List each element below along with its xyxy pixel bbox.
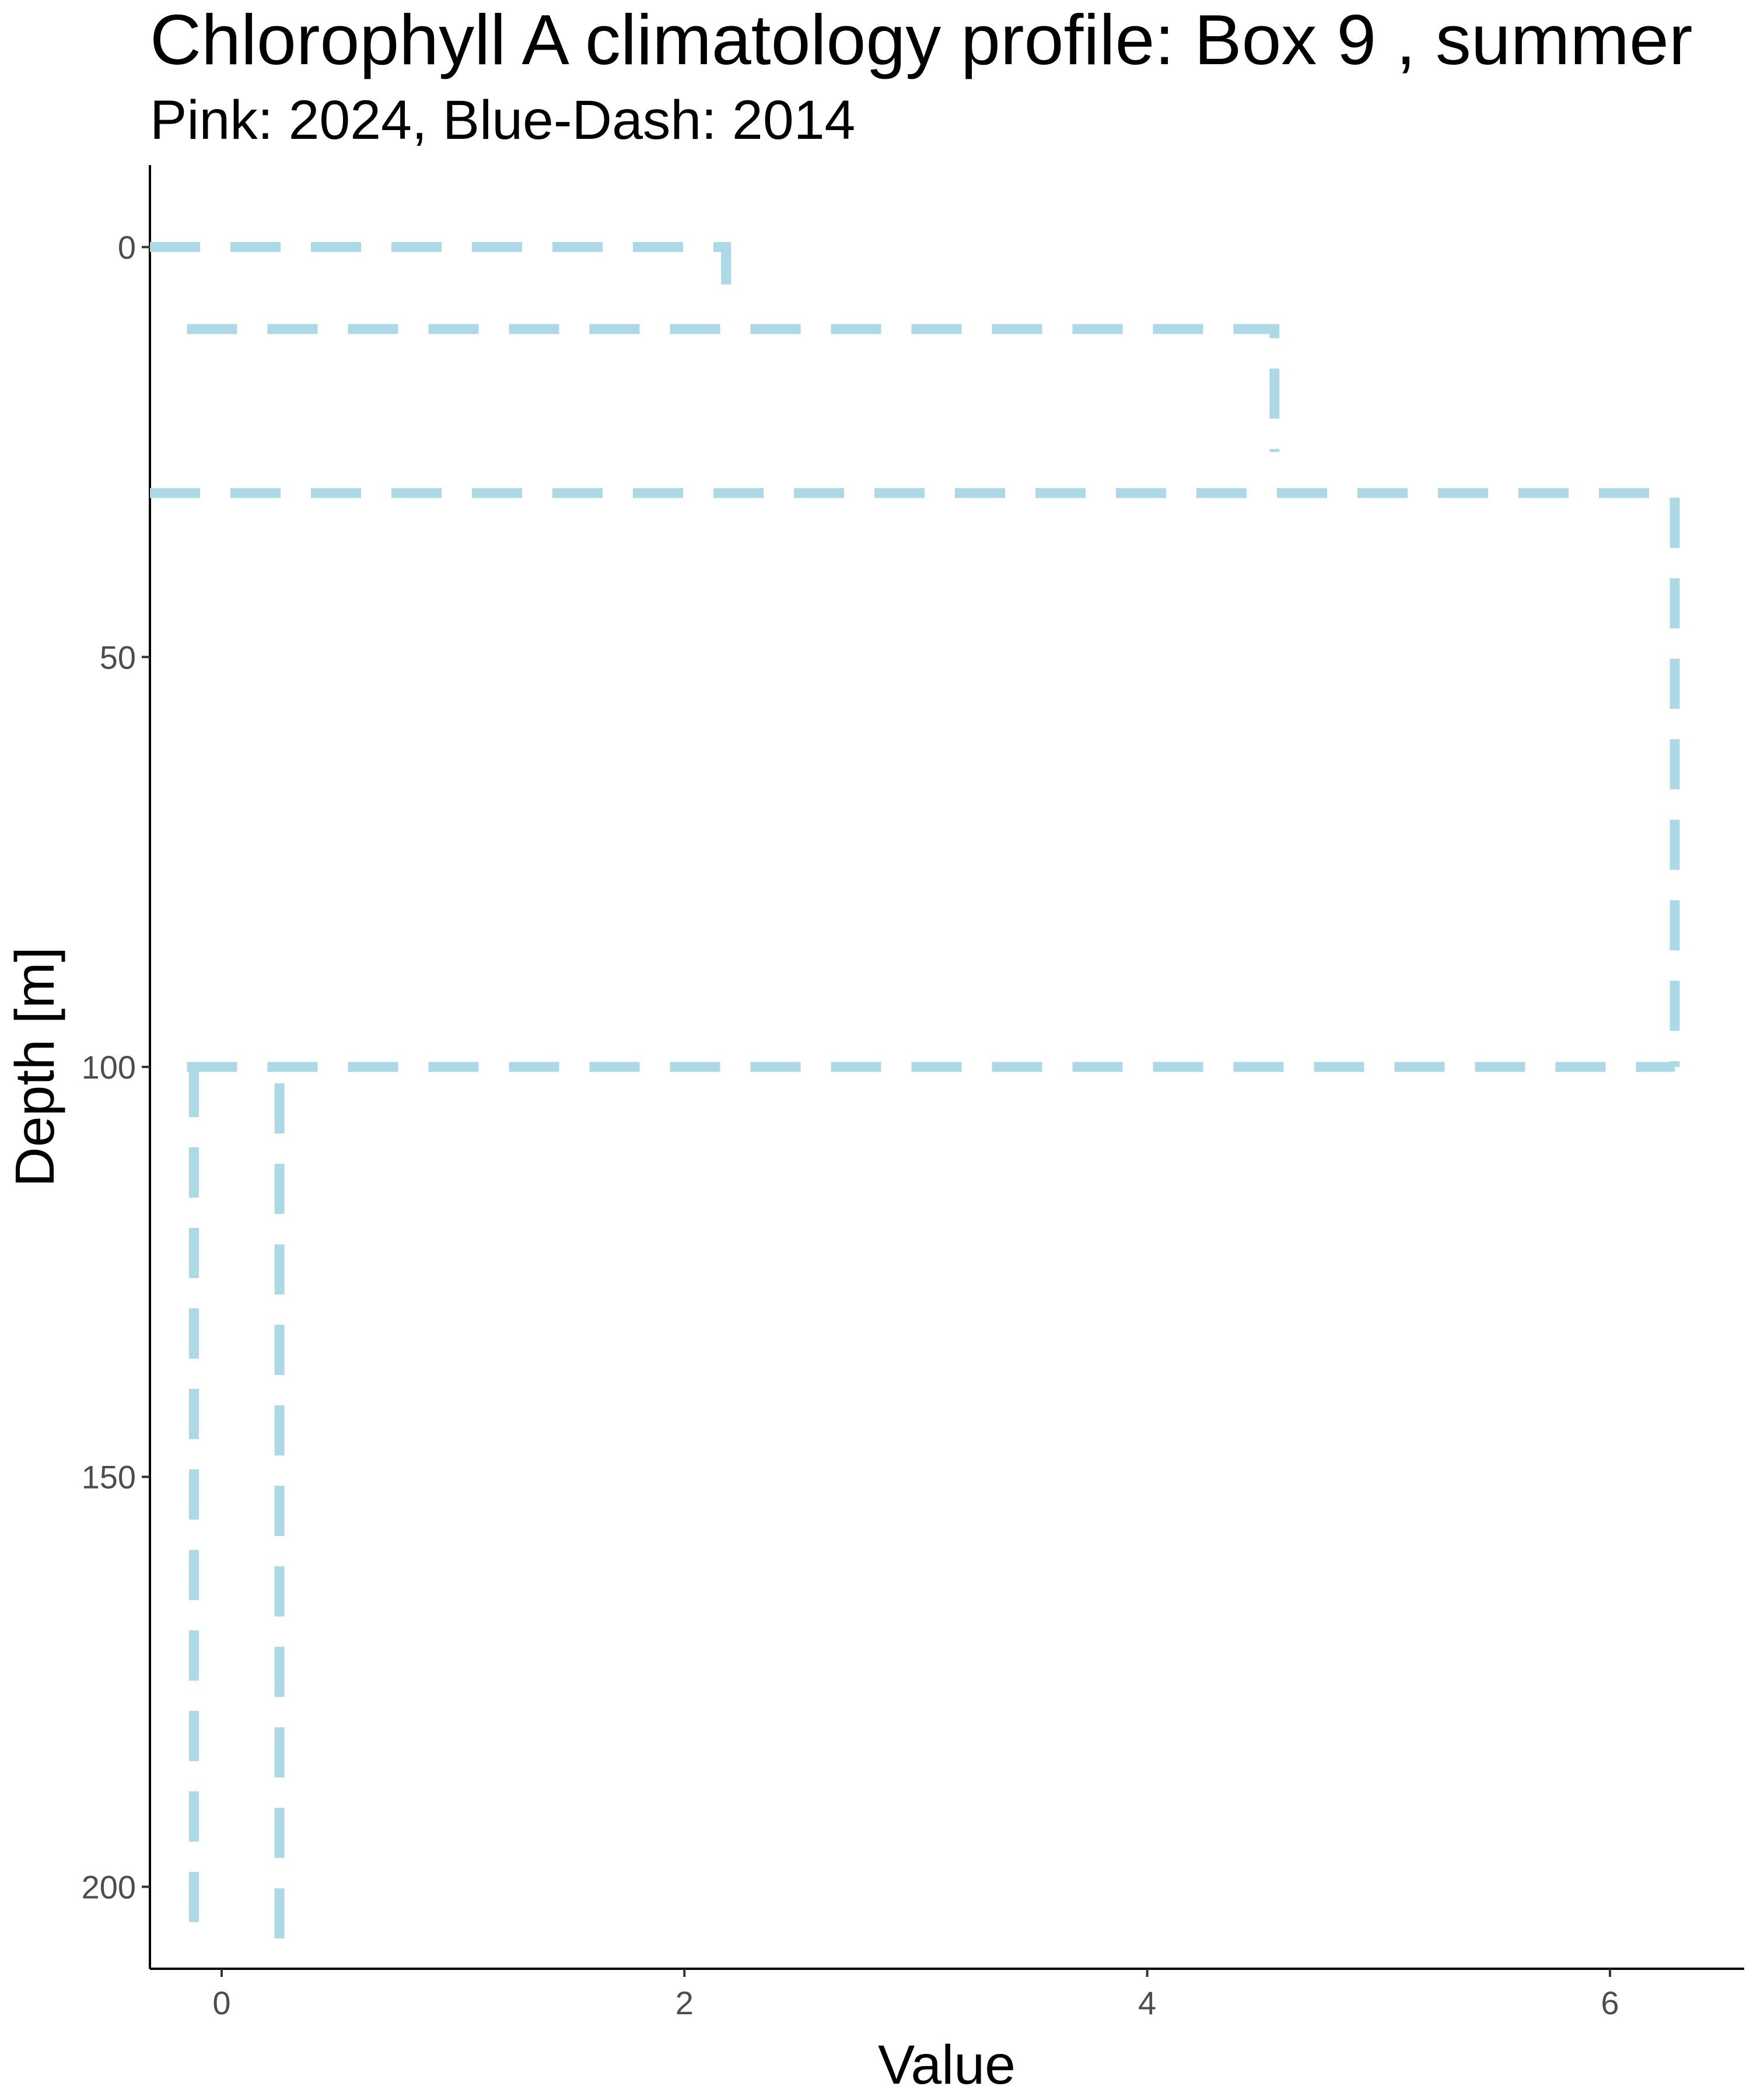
y-tick-label: 50 [100, 639, 136, 676]
x-axis-title: Value [878, 2034, 1016, 2096]
y-tick-label: 150 [82, 1459, 136, 1496]
series-0-segment-0 [150, 242, 732, 288]
chart-subtitle: Pink: 2024, Blue-Dash: 2014 [150, 89, 855, 151]
x-tick-label: 4 [1138, 1985, 1156, 2021]
y-axis-title: Depth [m] [4, 947, 66, 1187]
y-tick-label: 0 [118, 229, 136, 266]
x-tick-label: 2 [676, 1985, 694, 2021]
y-tick-label: 100 [82, 1049, 136, 1086]
series-layer [150, 242, 1680, 1952]
y-tick-label: 200 [82, 1868, 136, 1905]
series-0-segment-1 [187, 324, 1280, 452]
x-tick-label: 6 [1601, 1985, 1619, 2021]
x-ticks: 0 2 4 6 [212, 1969, 1619, 2021]
y-ticks: 0 50 100 150 200 [82, 229, 150, 1905]
x-tick-label: 0 [212, 1985, 230, 2021]
chart-title: Chlorophyll A climatology profile: Box 9… [150, 0, 1692, 79]
plot-area: 0 2 4 6 0 50 100 150 200 [82, 165, 1744, 2021]
series-0-segment-2 [150, 488, 1680, 1067]
